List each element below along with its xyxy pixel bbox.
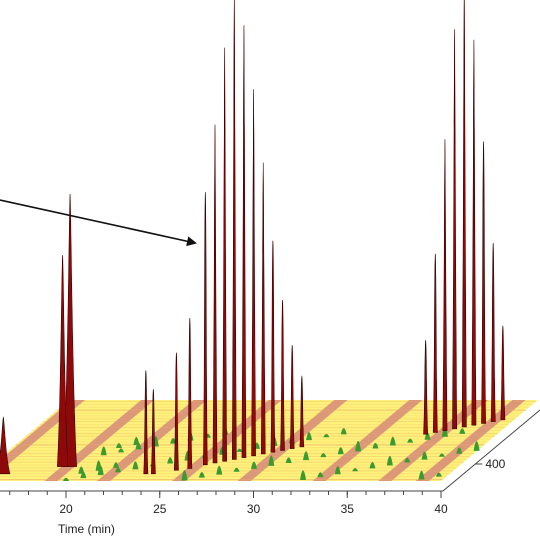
y-axis: 400600 xyxy=(442,409,540,492)
peak-25 xyxy=(143,370,149,475)
peak-14 xyxy=(251,89,256,457)
peak-1 xyxy=(490,242,496,422)
low-peak xyxy=(369,461,376,469)
low-peak xyxy=(268,455,275,466)
y-tick-label: 400 xyxy=(485,457,505,471)
peaks xyxy=(0,0,506,475)
low-peak xyxy=(352,468,359,472)
low-peak xyxy=(236,448,243,452)
low-peak xyxy=(115,467,122,473)
low-peak xyxy=(389,436,396,446)
peak-8 xyxy=(423,340,429,435)
low-peak xyxy=(78,466,85,474)
peak-11 xyxy=(280,299,285,451)
low-peak xyxy=(303,451,310,461)
low-peak xyxy=(317,472,324,478)
low-peak xyxy=(250,461,257,469)
low-peak xyxy=(100,446,107,456)
x-axis: 20 25 30 35 40 xyxy=(0,490,448,516)
surface-plane xyxy=(0,400,538,481)
low-peak xyxy=(456,447,463,454)
x-tick-label: 35 xyxy=(341,502,355,516)
low-peak xyxy=(323,434,330,438)
peak-18 xyxy=(212,124,218,464)
low-peak xyxy=(386,455,393,466)
low-peak xyxy=(95,460,102,471)
surface-band xyxy=(312,400,423,481)
peak-5 xyxy=(452,29,458,430)
low-peak xyxy=(418,470,425,480)
low-peak xyxy=(181,470,188,481)
x-tick-label: 20 xyxy=(59,502,73,516)
low-peak xyxy=(285,457,292,464)
peak-15 xyxy=(241,25,247,458)
low-peak xyxy=(133,437,140,446)
peak-7 xyxy=(432,253,438,433)
low-peak xyxy=(132,461,139,470)
low-peak xyxy=(170,437,177,444)
low-peak xyxy=(372,442,379,449)
surface-band xyxy=(415,400,526,481)
low-peak xyxy=(407,438,414,443)
x-tick-label: 40 xyxy=(434,502,448,516)
surface-band xyxy=(96,400,207,481)
low-peak xyxy=(340,427,347,435)
peak-20 xyxy=(63,193,77,467)
low-peak xyxy=(112,462,119,468)
x-axis-label: Time (min) xyxy=(58,522,115,536)
low-peak xyxy=(63,477,69,481)
low-peak xyxy=(320,453,327,458)
peak-23 xyxy=(173,352,179,471)
peak-0 xyxy=(500,325,506,421)
low-peak xyxy=(404,457,411,463)
low-peak xyxy=(459,428,466,434)
surface-base xyxy=(0,400,538,481)
low-peak xyxy=(216,465,223,475)
low-peak xyxy=(473,441,480,451)
peak-3 xyxy=(471,39,477,426)
peak-2 xyxy=(481,141,486,424)
peak-12 xyxy=(270,240,276,453)
peak-6 xyxy=(442,139,448,431)
x-tick-label: 30 xyxy=(247,502,261,516)
peak-10 xyxy=(289,345,295,449)
x-tick-label: 25 xyxy=(153,502,167,516)
peak-19 xyxy=(203,192,208,466)
low-peak xyxy=(233,467,240,472)
low-peak xyxy=(167,457,174,464)
low-peak xyxy=(115,443,122,448)
peak-4 xyxy=(461,0,467,428)
peak-17 xyxy=(222,47,227,462)
low-peak xyxy=(438,453,445,457)
low-peaks xyxy=(63,426,480,481)
low-peak xyxy=(300,470,307,481)
low-peak xyxy=(435,472,442,477)
peak-16 xyxy=(231,0,237,460)
annotation-arrow xyxy=(0,199,197,247)
peak-26 xyxy=(150,389,156,475)
low-peak xyxy=(355,440,362,452)
low-peak xyxy=(421,451,428,460)
peak-9 xyxy=(299,375,305,448)
low-peak xyxy=(306,432,313,441)
peak-13 xyxy=(260,162,266,455)
peak-22 xyxy=(187,317,193,469)
low-peak xyxy=(118,448,125,453)
low-peak xyxy=(198,471,205,478)
peak-21 xyxy=(57,255,69,467)
low-peak xyxy=(337,447,344,455)
low-peak xyxy=(334,466,341,475)
peak-24 xyxy=(0,416,11,475)
